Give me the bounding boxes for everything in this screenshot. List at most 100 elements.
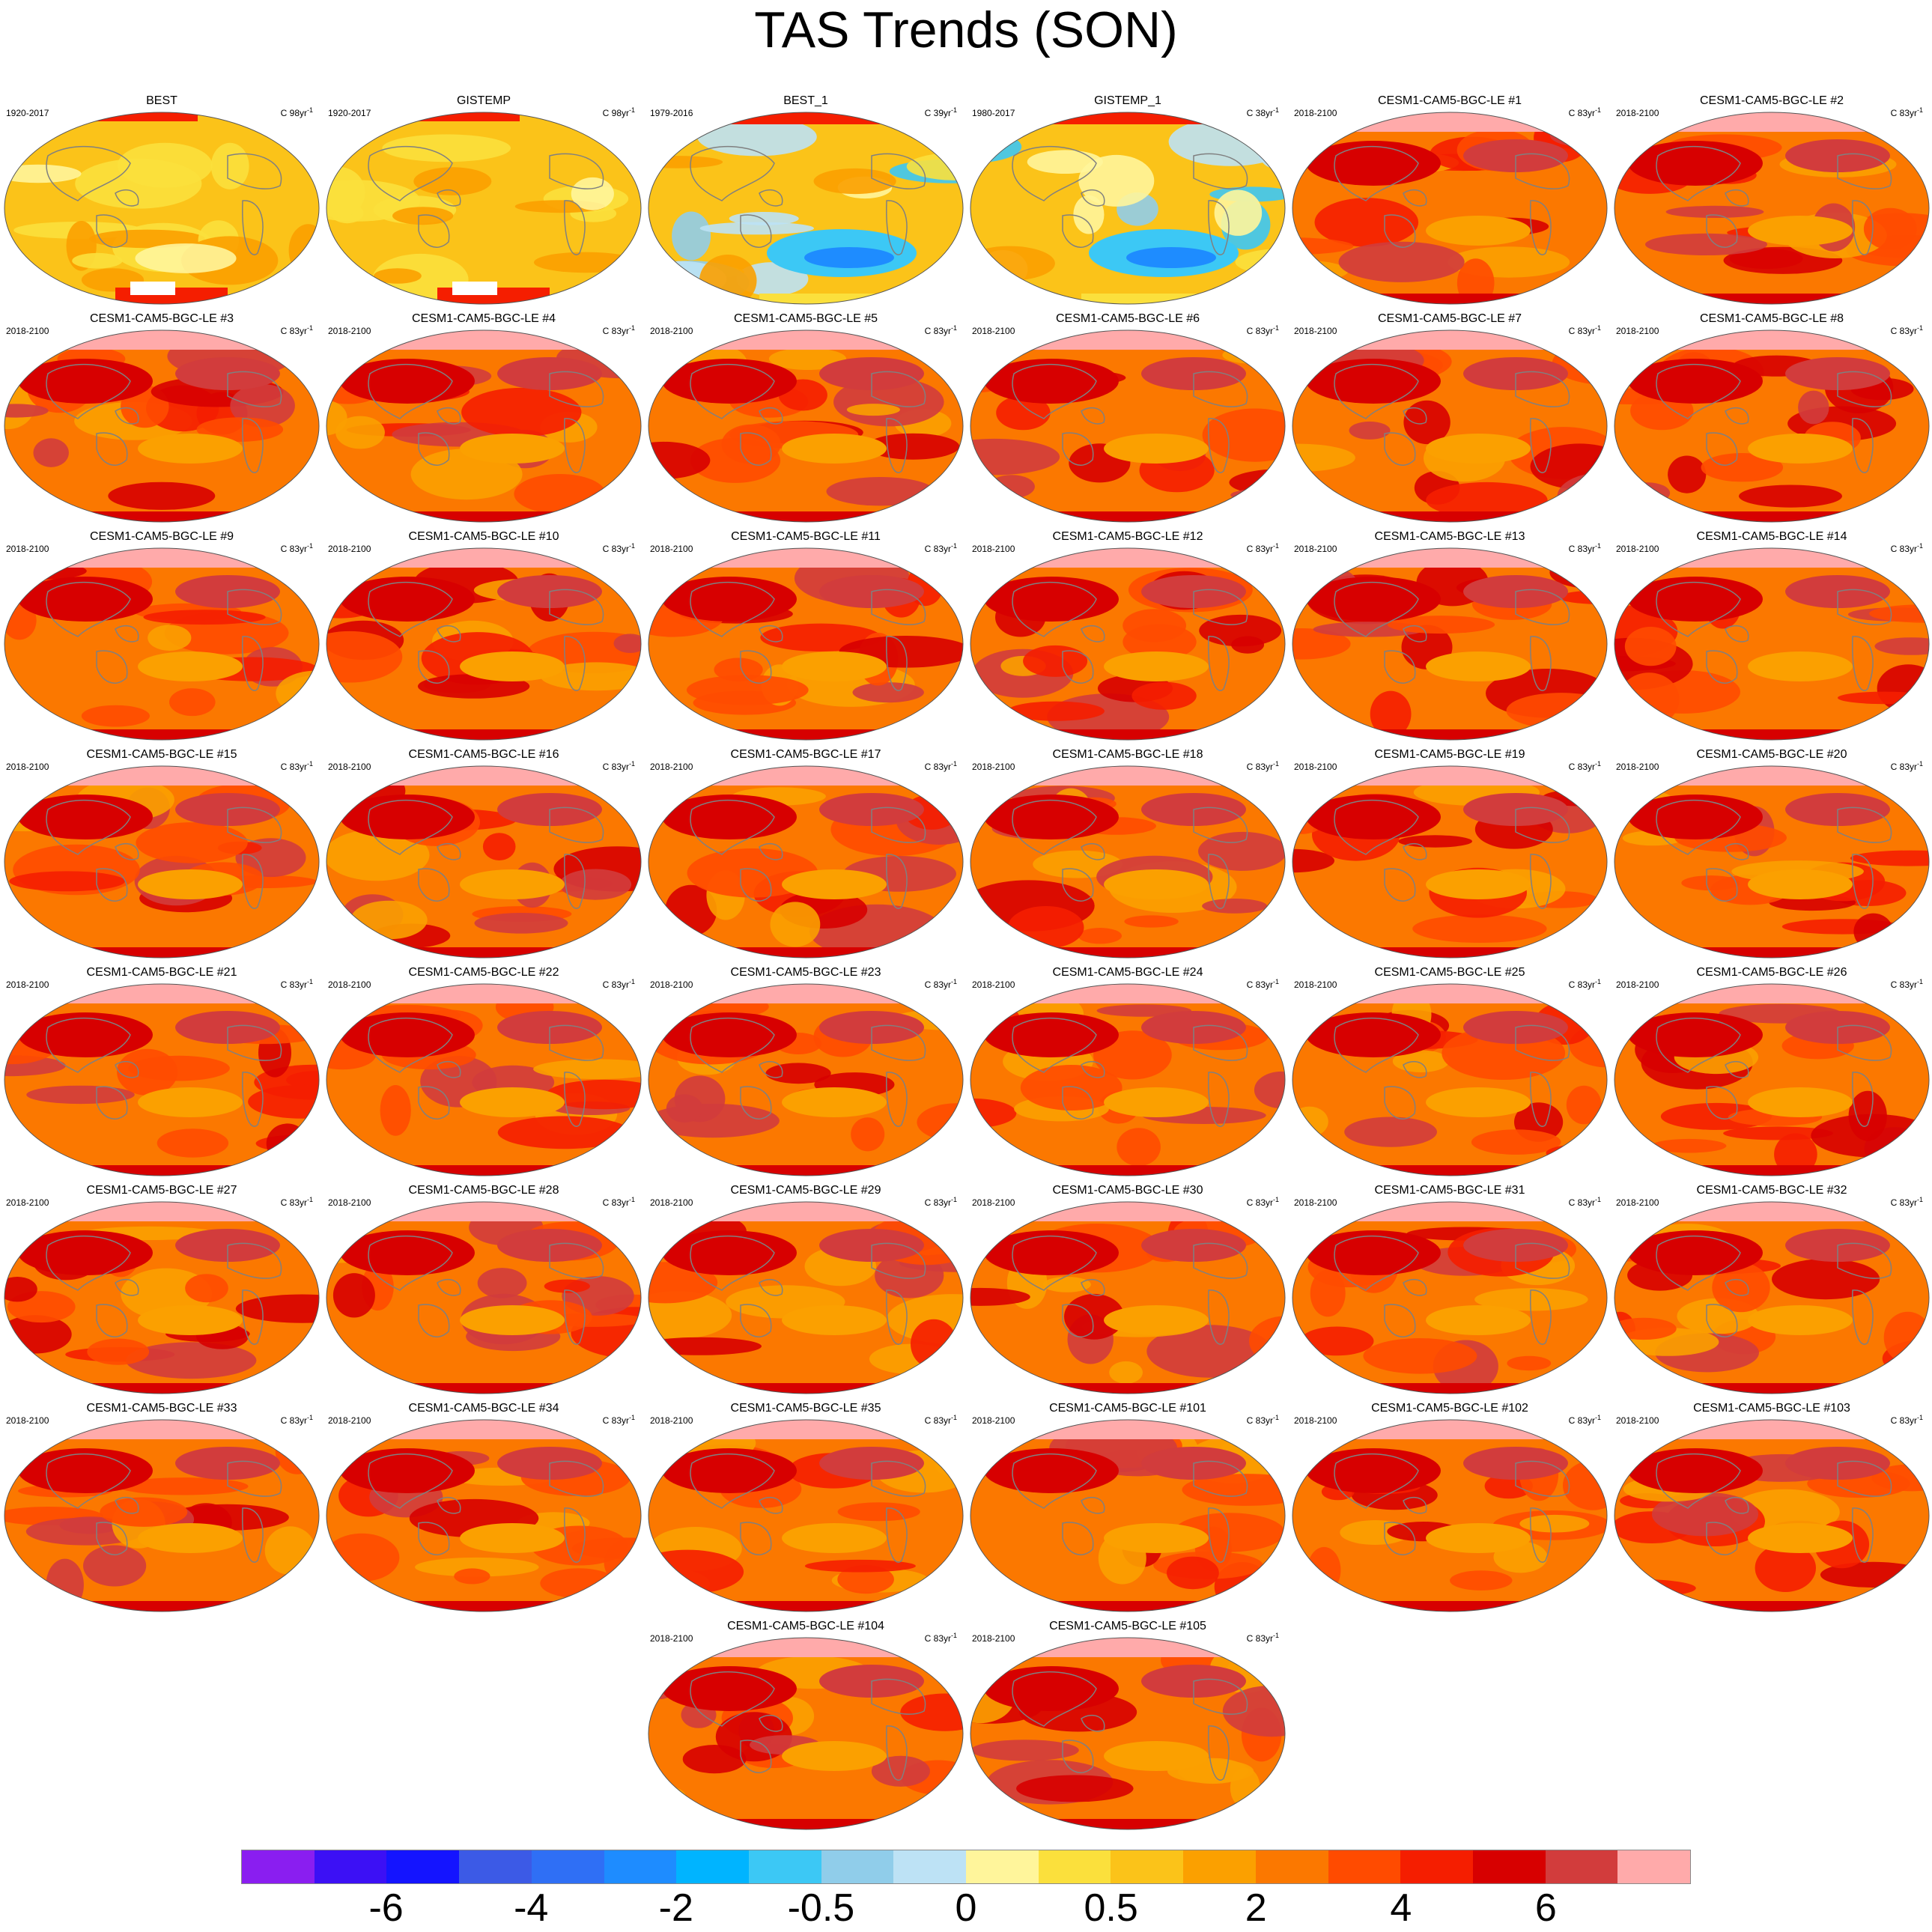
panel-period: 2018-2100 (650, 544, 693, 554)
trend-map (1614, 1419, 1930, 1612)
trend-map (648, 547, 964, 741)
map-panel: BEST 1920-2017 C 98yr-1 (3, 94, 321, 307)
map-panel: CESM1-CAM5-BGC-LE #102 2018-2100 C 83yr-1 (1291, 1402, 1609, 1614)
map-panel: CESM1-CAM5-BGC-LE #28 2018-2100 C 83yr-1 (325, 1184, 643, 1397)
panel-title: CESM1-CAM5-BGC-LE #33 (86, 1402, 237, 1415)
panel-title: CESM1-CAM5-BGC-LE #102 (1371, 1402, 1528, 1415)
map-panel: CESM1-CAM5-BGC-LE #34 2018-2100 C 83yr-1 (325, 1402, 643, 1614)
panel-units: C 83yr-1 (281, 759, 313, 772)
panel-units-text: C 83yr (280, 1197, 307, 1208)
trend-map (4, 547, 320, 741)
panel-units: C 83yr-1 (1569, 541, 1601, 554)
panel-units-exponent: -1 (1272, 106, 1279, 114)
panel-title: CESM1-CAM5-BGC-LE #7 (1377, 312, 1522, 325)
panel-period: 2018-2100 (328, 1197, 371, 1208)
colorbar-swatch (1038, 1850, 1111, 1883)
map-panel: CESM1-CAM5-BGC-LE #12 2018-2100 C 83yr-1 (969, 530, 1287, 743)
panel-units: C 83yr-1 (603, 541, 635, 554)
map-panel: CESM1-CAM5-BGC-LE #105 2018-2100 C 83yr-1 (969, 1620, 1287, 1832)
panel-units-exponent: -1 (1916, 106, 1923, 114)
panel-units-exponent: -1 (1272, 542, 1279, 550)
colorbar-swatch (459, 1850, 532, 1883)
panel-title: BEST_1 (783, 94, 828, 107)
colorbar-swatch (604, 1850, 677, 1883)
panel-units-exponent: -1 (628, 324, 635, 332)
panel-title: CESM1-CAM5-BGC-LE #11 (731, 530, 881, 543)
panel-units-text: C 98yr (602, 108, 629, 118)
map-panel: CESM1-CAM5-BGC-LE #4 2018-2100 C 83yr-1 (325, 312, 643, 525)
panel-period: 2018-2100 (1294, 544, 1337, 554)
panel-title: CESM1-CAM5-BGC-LE #3 (89, 312, 234, 325)
panel-title: CESM1-CAM5-BGC-LE #19 (1374, 748, 1525, 761)
panel-units-text: C 83yr (924, 762, 951, 772)
panel-units: C 83yr-1 (1247, 323, 1279, 336)
map-panel: CESM1-CAM5-BGC-LE #2 2018-2100 C 83yr-1 (1613, 94, 1931, 307)
panel-units: C 83yr-1 (925, 1194, 957, 1208)
trend-map (1614, 112, 1930, 305)
panel-period: 2018-2100 (1294, 108, 1337, 118)
panel-units: C 83yr-1 (281, 976, 313, 990)
panel-title: CESM1-CAM5-BGC-LE #18 (1052, 748, 1203, 761)
panel-units-text: C 83yr (924, 326, 951, 336)
trend-map (648, 983, 964, 1176)
panel-units-exponent: -1 (1916, 324, 1923, 332)
panel-title: CESM1-CAM5-BGC-LE #14 (1696, 530, 1847, 543)
panel-title: CESM1-CAM5-BGC-LE #20 (1696, 748, 1847, 761)
panel-title: GISTEMP (456, 94, 511, 107)
trend-map (1292, 1201, 1608, 1394)
panel-period: 2018-2100 (1294, 979, 1337, 990)
map-panel: CESM1-CAM5-BGC-LE #27 2018-2100 C 83yr-1 (3, 1184, 321, 1397)
trend-map (4, 1419, 320, 1612)
colorbar-labels: -6 -4 -2 -0.5 0 0.5 2 4 6 (0, 1887, 1932, 1932)
map-panel: CESM1-CAM5-BGC-LE #25 2018-2100 C 83yr-1 (1291, 966, 1609, 1179)
panel-period: 2018-2100 (1616, 1197, 1659, 1208)
colorbar-label: -0.5 (787, 1886, 855, 1930)
map-panel: CESM1-CAM5-BGC-LE #33 2018-2100 C 83yr-1 (3, 1402, 321, 1614)
panel-units-text: C 83yr (1568, 762, 1595, 772)
panel-units-exponent: -1 (306, 760, 313, 768)
panel-units-exponent: -1 (950, 978, 957, 985)
panel-units: C 83yr-1 (1891, 759, 1923, 772)
panel-period: 1920-2017 (6, 108, 49, 118)
panel-units-exponent: -1 (1272, 1196, 1279, 1203)
trend-map (970, 329, 1286, 523)
panel-period: 2018-2100 (972, 762, 1015, 772)
map-panel: CESM1-CAM5-BGC-LE #22 2018-2100 C 83yr-1 (325, 966, 643, 1179)
panel-units: C 83yr-1 (1569, 323, 1601, 336)
panel-units: C 83yr-1 (1891, 1412, 1923, 1426)
trend-map (1614, 1201, 1930, 1394)
panel-units: C 83yr-1 (1247, 1194, 1279, 1208)
panel-units-text: C 83yr (1568, 326, 1595, 336)
map-panel: CESM1-CAM5-BGC-LE #5 2018-2100 C 83yr-1 (647, 312, 965, 525)
panel-units-exponent: -1 (1594, 324, 1601, 332)
trend-map (648, 1637, 964, 1830)
panel-units-exponent: -1 (1916, 1414, 1923, 1421)
panel-units-exponent: -1 (1916, 978, 1923, 985)
colorbar-swatch (1328, 1850, 1401, 1883)
panel-units: C 83yr-1 (1891, 323, 1923, 336)
panel-units-exponent: -1 (950, 1414, 957, 1421)
panel-title: CESM1-CAM5-BGC-LE #16 (408, 748, 559, 761)
panel-period: 2018-2100 (1294, 1415, 1337, 1426)
panel-units-text: C 98yr (280, 108, 307, 118)
trend-map (4, 329, 320, 523)
colorbar-swatch (966, 1850, 1039, 1883)
panel-title: CESM1-CAM5-BGC-LE #13 (1374, 530, 1525, 543)
panel-period: 2018-2100 (6, 544, 49, 554)
panel-units-exponent: -1 (950, 106, 957, 114)
panel-units-text: C 83yr (1890, 1415, 1917, 1426)
panel-title: CESM1-CAM5-BGC-LE #30 (1052, 1184, 1203, 1197)
panel-units-text: C 83yr (1246, 762, 1273, 772)
panel-units-text: C 83yr (602, 326, 629, 336)
trend-map (1614, 547, 1930, 741)
trend-map (648, 329, 964, 523)
trend-map (1292, 765, 1608, 959)
panel-units-exponent: -1 (628, 978, 635, 985)
panel-period: 2018-2100 (6, 762, 49, 772)
panel-units-exponent: -1 (306, 1414, 313, 1421)
panel-units: C 83yr-1 (1247, 976, 1279, 990)
figure-title: TAS Trends (SON) (754, 1, 1178, 58)
trend-map (4, 112, 320, 305)
panel-period: 1979-2016 (650, 108, 693, 118)
panel-units-text: C 83yr (1246, 1197, 1273, 1208)
